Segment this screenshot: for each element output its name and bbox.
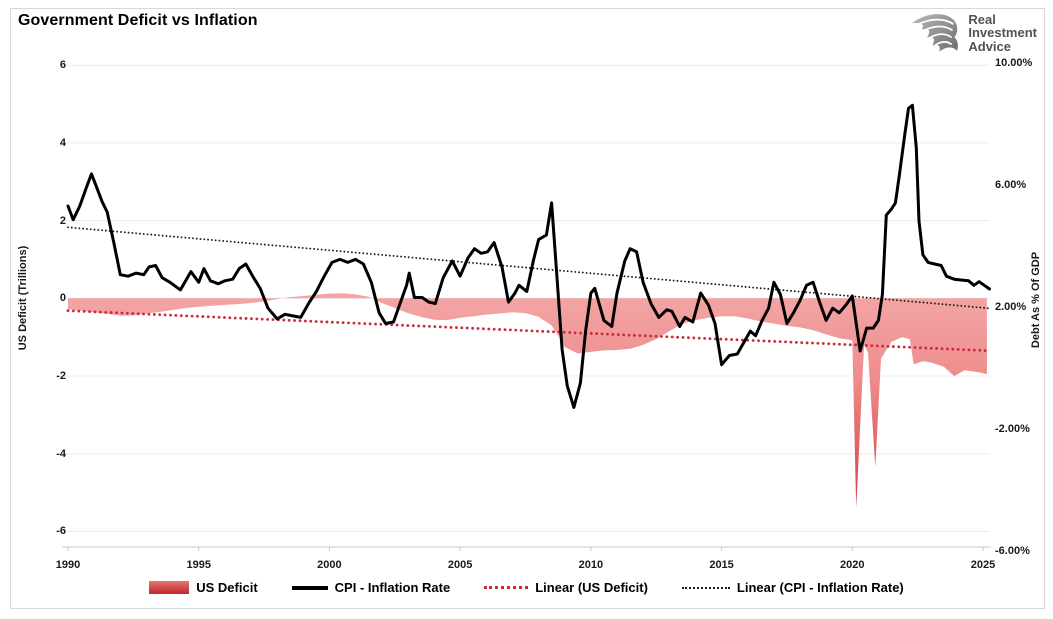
area-swatch-icon xyxy=(149,581,190,594)
x-tick-label: 2015 xyxy=(709,559,734,571)
logo-line-3: Advice xyxy=(968,38,1011,54)
legend-item-us-deficit: US Deficit xyxy=(149,580,258,595)
y-right-tick-label: 6.00% xyxy=(995,178,1027,191)
legend-item-cpi: CPI - Inflation Rate xyxy=(291,580,451,595)
chart-title: Government Deficit vs Inflation xyxy=(18,12,258,29)
red-dotted-swatch-icon xyxy=(484,586,529,589)
eagle-icon xyxy=(912,14,959,52)
right-axis-title: Debt As % Of GDP xyxy=(1030,251,1042,349)
legend-label: Linear (US Deficit) xyxy=(535,580,648,595)
y-left-tick-label: -2 xyxy=(56,370,66,382)
black-dotted-swatch-icon xyxy=(681,586,730,589)
y-left-tick-label: 6 xyxy=(59,59,66,72)
legend-item-linear-cpi: Linear (CPI - Inflation Rate) xyxy=(681,580,904,595)
y-right-tick-label: -2.00% xyxy=(995,422,1030,435)
cpi-inflation-line-series xyxy=(66,103,991,409)
ria-logo: Real Investment Advice xyxy=(907,10,1037,56)
y-left-tick-label: -4 xyxy=(56,447,66,460)
x-tick-label: 2010 xyxy=(578,559,604,571)
legend: US Deficit CPI - Inflation Rate Linear (… xyxy=(10,580,1043,595)
line-swatch-icon xyxy=(291,585,328,590)
x-tick-label: 1995 xyxy=(186,559,211,571)
legend-label: CPI - Inflation Rate xyxy=(334,580,451,595)
y-left-tick-label: -6 xyxy=(56,525,66,538)
x-tick-label: 2025 xyxy=(970,559,996,571)
x-tick-label: 1990 xyxy=(55,559,81,571)
x-tick-label: 2020 xyxy=(840,559,865,571)
y-left-tick-label: 0 xyxy=(59,292,66,305)
linear-us-deficit-trendline xyxy=(66,309,990,353)
y-right-tick-label: 2.00% xyxy=(995,300,1027,313)
x-tick-label: 2005 xyxy=(447,559,473,571)
logo-line-2: Investment xyxy=(968,25,1037,41)
x-tick-label: 2000 xyxy=(317,559,342,571)
y-left-tick-label: 4 xyxy=(59,136,66,149)
legend-item-linear-deficit: Linear (US Deficit) xyxy=(484,580,648,595)
legend-label: US Deficit xyxy=(196,580,258,595)
logo-text: Real Investment Advice xyxy=(968,13,1037,54)
y-left-tick-label: 2 xyxy=(59,214,66,227)
y-right-tick-label: -6.00% xyxy=(995,544,1030,557)
us-deficit-area-series xyxy=(68,293,987,509)
legend-label: Linear (CPI - Inflation Rate) xyxy=(736,580,904,595)
linear-cpi-trendline xyxy=(67,226,990,310)
y-right-tick-label: 10.00% xyxy=(995,56,1033,69)
left-axis-title: US Deficit (Trillions) xyxy=(17,245,29,351)
logo-line-1: Real xyxy=(968,11,996,27)
